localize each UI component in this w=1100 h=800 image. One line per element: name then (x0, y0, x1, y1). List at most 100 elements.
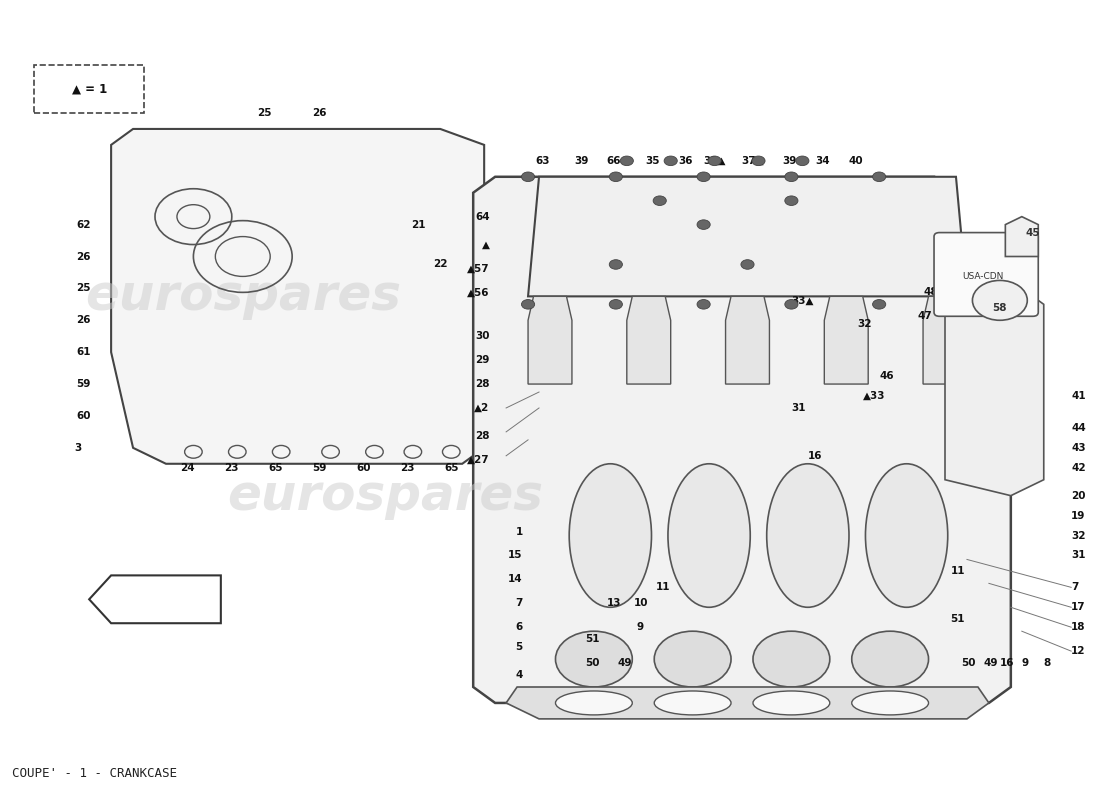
Text: 26: 26 (76, 315, 91, 326)
Polygon shape (1005, 217, 1038, 257)
Ellipse shape (767, 464, 849, 607)
Text: 44: 44 (1071, 423, 1086, 433)
Circle shape (521, 172, 535, 182)
Text: 62: 62 (76, 220, 91, 230)
Circle shape (609, 260, 623, 270)
Text: 41: 41 (1071, 391, 1086, 401)
Polygon shape (824, 296, 868, 384)
Text: 28: 28 (475, 431, 490, 441)
Circle shape (697, 172, 711, 182)
Text: 28: 28 (475, 379, 490, 389)
Circle shape (708, 156, 722, 166)
Text: 58: 58 (992, 303, 1008, 314)
Text: ▲ = 1: ▲ = 1 (72, 82, 107, 95)
Text: 45: 45 (1025, 227, 1041, 238)
Circle shape (872, 299, 886, 309)
Text: 11: 11 (657, 582, 671, 592)
Text: 63: 63 (536, 156, 550, 166)
Text: 5: 5 (515, 642, 522, 652)
Ellipse shape (851, 691, 928, 715)
Text: 60: 60 (356, 462, 371, 473)
Text: 14: 14 (508, 574, 522, 584)
Text: 48: 48 (923, 287, 937, 298)
Text: 32: 32 (857, 319, 871, 330)
Text: ▲2: ▲2 (474, 403, 490, 413)
Circle shape (609, 299, 623, 309)
Circle shape (851, 631, 928, 687)
Circle shape (654, 631, 732, 687)
Polygon shape (528, 296, 572, 384)
Text: 61: 61 (76, 347, 91, 357)
Text: 22: 22 (433, 259, 448, 270)
Circle shape (754, 631, 829, 687)
Text: 15: 15 (508, 550, 522, 561)
Text: 24: 24 (180, 462, 195, 473)
Text: 35: 35 (646, 156, 660, 166)
Text: 4: 4 (515, 670, 522, 680)
Text: 6: 6 (515, 622, 522, 632)
Ellipse shape (668, 464, 750, 607)
Text: ▲: ▲ (482, 239, 490, 250)
Text: ▲57: ▲57 (468, 263, 490, 274)
Polygon shape (473, 177, 1011, 703)
Text: eurospares: eurospares (85, 272, 400, 320)
Circle shape (784, 172, 798, 182)
Text: 9: 9 (636, 622, 644, 632)
Circle shape (741, 260, 755, 270)
Text: 7: 7 (515, 598, 522, 608)
Text: 8: 8 (603, 710, 611, 720)
Text: 7: 7 (1071, 582, 1079, 592)
Text: 39: 39 (574, 156, 589, 166)
Circle shape (556, 631, 632, 687)
Circle shape (609, 172, 623, 182)
Text: 59: 59 (312, 462, 327, 473)
Text: 19: 19 (1071, 510, 1086, 521)
Text: 65: 65 (444, 462, 459, 473)
Polygon shape (726, 296, 769, 384)
Text: USA-CDN: USA-CDN (962, 272, 1004, 281)
Circle shape (620, 156, 634, 166)
Circle shape (697, 299, 711, 309)
Text: 39: 39 (782, 156, 796, 166)
Text: 31: 31 (1071, 550, 1086, 561)
Circle shape (752, 156, 766, 166)
Text: 16: 16 (1000, 658, 1014, 668)
Circle shape (784, 299, 798, 309)
Polygon shape (945, 281, 1044, 496)
Text: 38▲: 38▲ (703, 156, 726, 166)
Text: 49: 49 (618, 658, 632, 668)
Text: 64: 64 (475, 212, 490, 222)
Text: 55: 55 (738, 710, 754, 720)
Text: 51: 51 (950, 614, 965, 624)
Ellipse shape (654, 691, 732, 715)
Text: 3: 3 (75, 443, 81, 453)
Text: 32: 32 (1071, 530, 1086, 541)
Text: 18: 18 (1071, 622, 1086, 632)
Text: 23: 23 (224, 462, 239, 473)
Text: 25: 25 (257, 108, 272, 118)
Ellipse shape (556, 691, 632, 715)
Text: 26: 26 (76, 251, 91, 262)
Circle shape (972, 281, 1027, 320)
Circle shape (872, 172, 886, 182)
Text: 21: 21 (411, 220, 426, 230)
Text: 59: 59 (77, 379, 91, 389)
Text: 46: 46 (879, 371, 894, 381)
Text: 16: 16 (807, 451, 823, 461)
Polygon shape (528, 177, 967, 296)
Circle shape (664, 156, 678, 166)
Text: 23: 23 (400, 462, 415, 473)
Text: eurospares: eurospares (228, 472, 543, 520)
Text: 31: 31 (791, 403, 806, 413)
Circle shape (697, 220, 711, 230)
Text: 49: 49 (983, 658, 998, 668)
Circle shape (521, 299, 535, 309)
Text: 40: 40 (848, 156, 862, 166)
Text: 52: 52 (640, 710, 654, 720)
Text: 36: 36 (678, 156, 693, 166)
Text: 51: 51 (585, 634, 600, 644)
Text: 50: 50 (585, 658, 600, 668)
Ellipse shape (866, 464, 948, 607)
Polygon shape (111, 129, 484, 464)
Text: 8: 8 (1044, 658, 1050, 668)
